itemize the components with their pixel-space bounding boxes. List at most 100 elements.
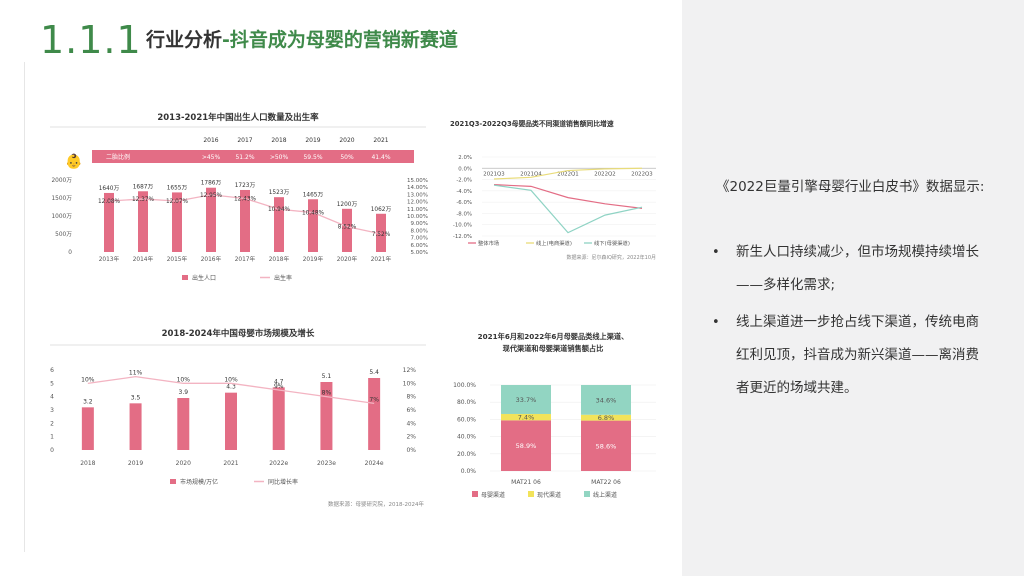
summary-intro: 《2022巨量引擎母婴行业白皮书》数据显示:	[716, 179, 985, 195]
series-line	[493, 167, 643, 180]
bar	[172, 192, 182, 252]
segment-label: 6.8%	[598, 414, 615, 422]
y-tick: 60.0%	[457, 416, 476, 423]
bar-label: 1640万	[99, 185, 120, 192]
y-tick: 80.0%	[457, 399, 476, 406]
bar-label: 1687万	[133, 183, 154, 190]
legend-label: 出生人口	[192, 274, 216, 282]
page-title: 行业分析-抖音成为母婴的营销新赛道	[146, 26, 458, 54]
bar	[376, 213, 386, 252]
channel-share-chart: 2021年6月和2022年6月母婴品类线上渠道、现代渠道和母婴渠道销售额占比 0.…	[453, 332, 656, 499]
legend-label: 母婴渠道	[481, 491, 505, 499]
bar	[138, 191, 148, 252]
bar-label: 5.4	[369, 369, 379, 376]
legend-label: 线下(母婴渠道)	[594, 239, 630, 247]
y-tick-right: 15.00%	[407, 178, 428, 184]
chart-title: 现代渠道和母婴渠道销售额占比	[503, 344, 604, 353]
rate-label: 12.43%	[234, 197, 257, 203]
y-tick-right: 6.00%	[411, 243, 428, 249]
summary-point: • 新生人口持续减少，但市场规模持续增长——多样化需求;	[712, 236, 982, 302]
y-tick-right: 4%	[406, 420, 416, 427]
segment-label: 58.6%	[596, 442, 617, 450]
left-divider	[24, 62, 25, 552]
y-tick-right: 14.00%	[407, 185, 428, 191]
y-tick: -10.0%	[453, 223, 472, 229]
y-tick: 0.0%	[461, 468, 477, 475]
summary-point-text: 新生人口持续减少，但市场规模持续增长——多样化需求;	[736, 244, 979, 293]
rate-label: 10.48%	[302, 211, 325, 217]
bar-label: 1523万	[269, 189, 290, 196]
x-tick: MAT22 06	[591, 479, 621, 486]
title-part-1: 行业分析	[146, 29, 223, 51]
bar	[274, 197, 284, 252]
x-tick: 2018年	[269, 255, 290, 263]
x-tick: 2016年	[201, 255, 222, 263]
y-tick-right: 5.00%	[411, 250, 428, 256]
series-line	[493, 184, 643, 209]
channel-share-panel: 2021年6月和2022年6月母婴品类线上渠道、 现代渠道和母婴渠道销售额占比 0.…	[446, 326, 660, 508]
y-tick-left: 1500万	[51, 195, 72, 202]
y-tick-left: 6	[50, 367, 54, 374]
growth-label: 10%	[81, 376, 95, 383]
y-tick-left: 5	[50, 380, 54, 387]
y-tick-right: 8.00%	[411, 228, 428, 234]
banner-year: 2020	[339, 137, 354, 144]
bar	[177, 398, 190, 450]
bar-label: 3.5	[131, 394, 141, 401]
source-note: 数据来源：母婴研究院，2018-2024年	[328, 500, 424, 508]
growth-label: 7%	[369, 396, 379, 403]
bar-label: 1723万	[235, 182, 256, 189]
y-tick-left: 0	[68, 250, 72, 256]
segment-label: 58.9%	[516, 442, 537, 450]
chart-title: 2013-2021年中国出生人口数量及出生率	[157, 112, 319, 123]
source-note: 数据来源：尼尔森IQ研究，2022年10月	[567, 254, 657, 261]
y-tick: 0.0%	[458, 166, 472, 172]
y-tick: -12.0%	[453, 234, 472, 240]
y-tick-left: 2000万	[51, 177, 72, 184]
growth-label: 11%	[129, 370, 143, 377]
bar-label: 1786万	[201, 180, 222, 187]
bar-label: 3.2	[83, 398, 93, 405]
x-tick: 2021Q3	[483, 171, 504, 177]
chart-title: 2021年6月和2022年6月母婴品类线上渠道、	[478, 332, 629, 341]
growth-label: 10%	[177, 376, 191, 383]
y-tick-left: 3	[50, 407, 54, 414]
bar-label: 1062万	[371, 206, 392, 213]
birth-chart-panel: 2013-2021年中国出生人口数量及出生率 2016 2017 2018 2019 20…	[42, 100, 434, 290]
x-tick: 2020	[176, 460, 191, 467]
banner-year: 2019	[305, 137, 320, 144]
legend-swatch	[182, 275, 188, 280]
bar	[81, 407, 94, 450]
y-tick-right: 11.00%	[407, 207, 428, 213]
x-tick: 2022Q1	[557, 171, 578, 177]
y-tick-right: 7.00%	[411, 236, 428, 242]
bullet-icon: •	[712, 315, 720, 330]
bar-label: 1200万	[337, 201, 358, 208]
y-tick: -6.0%	[456, 200, 472, 206]
rate-label: 12.08%	[98, 199, 121, 205]
x-tick: 2018	[80, 460, 95, 467]
x-tick: 2023e	[317, 460, 336, 467]
title-part-2: -抖音成为母婴的营销新赛道	[222, 29, 458, 51]
bar-label: 4.7	[274, 378, 284, 385]
legend-swatch	[528, 491, 534, 497]
y-tick-right: 0%	[406, 447, 416, 454]
y-tick-left: 1000万	[51, 213, 72, 220]
y-tick-right: 9.00%	[411, 221, 428, 227]
y-tick-right: 8%	[406, 394, 416, 401]
bar-label: 1465万	[303, 191, 324, 198]
stack-segment	[581, 414, 631, 421]
banner-year: 2018	[271, 137, 286, 144]
y-tick-right: 12%	[403, 367, 417, 374]
banner-year: 2016	[203, 137, 218, 144]
bar-label: 5.1	[322, 373, 332, 380]
rate-label: 12.37%	[132, 197, 155, 203]
y-tick: -4.0%	[456, 189, 472, 195]
growth-line	[87, 376, 375, 404]
bar	[308, 199, 318, 252]
y-tick: 2.0%	[458, 155, 472, 161]
segment-label: 33.7%	[516, 396, 537, 404]
rate-line	[108, 194, 382, 235]
banner-value: 59.5%	[303, 154, 322, 161]
summary-point: • 线上渠道进一步抢占线下渠道，传统电商红利见顶，抖音成为新兴渠道——离消费者更近…	[712, 306, 982, 405]
